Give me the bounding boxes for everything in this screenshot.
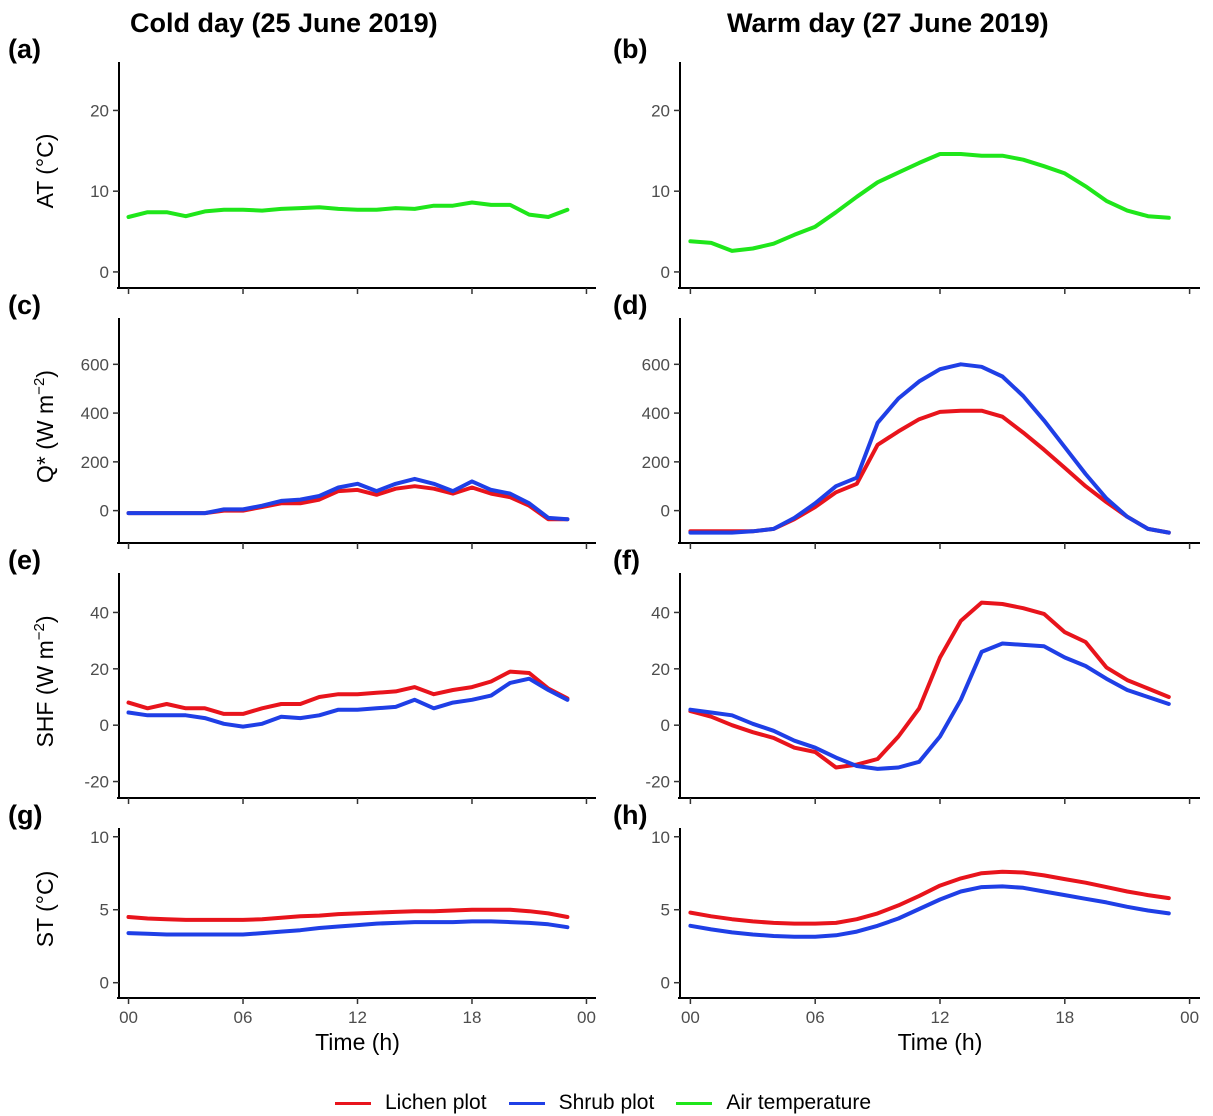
x-tick-label-g-1: 06 xyxy=(234,1008,253,1027)
y-tick-label-b-1: 10 xyxy=(651,182,670,201)
y-tick-label-e-2: 20 xyxy=(90,660,109,679)
legend-item-air: Air temperature xyxy=(676,1091,871,1115)
y-axis-title-main-a: AT (°C) xyxy=(32,134,58,209)
x-tick-label-h-0: 00 xyxy=(681,1008,700,1027)
panel-label-a: (a) xyxy=(8,34,41,64)
y-axis-title-main-g: ST (°C) xyxy=(32,871,58,948)
legend: Lichen plot Shrub plot Air temperature xyxy=(335,1090,955,1116)
y-axis-title-c: Q* (W m−2) xyxy=(31,370,58,483)
y-tick-label-h-2: 10 xyxy=(651,828,670,847)
y-axis-title-main-e: SHF (W m xyxy=(32,640,58,747)
y-tick-label-e-0: -20 xyxy=(84,773,109,792)
y-axis-title-tail-e: ) xyxy=(32,615,58,623)
legend-swatch-air xyxy=(676,1101,713,1105)
x-tick-label-g-4: 00 xyxy=(577,1008,596,1027)
panel-label-c: (c) xyxy=(8,290,41,320)
panel-label-f: (f) xyxy=(613,545,640,575)
series-line-e-shrub xyxy=(126,676,570,729)
y-tick-label-f-2: 20 xyxy=(651,660,670,679)
legend-item-shrub: Shrub plot xyxy=(508,1091,655,1115)
panel-c: (c) 0 200 400 600 Q* (W m−2) xyxy=(8,290,596,549)
series-line-b-air xyxy=(688,152,1171,253)
series-line-a-air xyxy=(126,200,570,219)
y-tick-label-f-0: -20 xyxy=(645,773,670,792)
series-line-g-lichen xyxy=(126,907,570,922)
x-axis-title-h: Time (h) xyxy=(898,1029,983,1055)
y-tick-label-c-2: 400 xyxy=(81,404,109,423)
panel-a: (a) 0 10 20 AT (°C) xyxy=(8,34,596,294)
y-tick-label-b-0: 0 xyxy=(661,263,670,282)
panel-g: (g) 0 5 10 00 06 12 18 00 Time (h) ST (°C) xyxy=(8,800,596,1055)
y-tick-label-d-0: 0 xyxy=(661,502,670,521)
panel-e: (e) -20 0 20 40 SHF (W m−2) xyxy=(8,545,596,804)
legend-item-lichen: Lichen plot xyxy=(335,1091,487,1115)
y-axis-title-sup-e: −2 xyxy=(31,623,48,640)
x-tick-label-g-0: 00 xyxy=(119,1008,138,1027)
y-tick-label-f-1: 0 xyxy=(661,716,670,735)
y-tick-label-e-3: 40 xyxy=(90,603,109,622)
panel-h: (h) 0 5 10 00 06 12 18 00 Time (h) xyxy=(613,800,1200,1055)
column-title-cold: Cold day (25 June 2019) xyxy=(130,8,438,38)
series-line-e-lichen xyxy=(126,669,570,716)
y-tick-label-g-1: 5 xyxy=(100,901,109,920)
y-tick-label-g-0: 0 xyxy=(100,974,109,993)
y-axis-title-main-c: Q* (W m xyxy=(32,395,58,483)
y-tick-label-d-3: 600 xyxy=(642,355,670,374)
x-tick-label-g-2: 12 xyxy=(348,1008,367,1027)
panel-label-e: (e) xyxy=(8,545,41,575)
y-axis-title-a: AT (°C) xyxy=(32,134,58,209)
legend-swatch-shrub xyxy=(508,1101,545,1105)
x-tick-label-h-4: 00 xyxy=(1180,1008,1199,1027)
x-tick-label-h-1: 06 xyxy=(806,1008,825,1027)
panel-d: (d) 0 200 400 600 xyxy=(613,290,1200,549)
legend-swatch-lichen xyxy=(335,1101,371,1105)
series-line-h-lichen xyxy=(688,869,1171,926)
series-line-d-shrub xyxy=(688,362,1171,535)
x-axis-title-g: Time (h) xyxy=(315,1029,400,1055)
legend-label-shrub: Shrub plot xyxy=(558,1091,655,1114)
y-tick-label-f-3: 40 xyxy=(651,603,670,622)
y-tick-label-d-1: 200 xyxy=(642,453,670,472)
y-tick-label-c-3: 600 xyxy=(81,355,109,374)
y-tick-label-a-2: 20 xyxy=(90,101,109,120)
y-tick-label-c-1: 200 xyxy=(81,453,109,472)
y-axis-title-e: SHF (W m−2) xyxy=(31,615,58,747)
series-line-f-shrub xyxy=(688,641,1171,771)
y-axis-title-sup-c: −2 xyxy=(31,378,48,395)
x-tick-label-h-3: 18 xyxy=(1055,1008,1074,1027)
panel-f: (f) -20 0 20 40 xyxy=(613,545,1200,804)
y-tick-label-h-0: 0 xyxy=(661,974,670,993)
y-axis-title-tail-c: ) xyxy=(32,370,58,378)
panel-label-h: (h) xyxy=(613,800,647,830)
y-tick-label-g-2: 10 xyxy=(90,828,109,847)
panel-b: (b) 0 10 20 xyxy=(613,34,1200,294)
y-axis-title-g: ST (°C) xyxy=(32,871,58,948)
y-tick-label-d-2: 400 xyxy=(642,404,670,423)
legend-label-lichen: Lichen plot xyxy=(385,1091,487,1114)
x-tick-label-g-3: 18 xyxy=(463,1008,482,1027)
y-tick-label-b-2: 20 xyxy=(651,101,670,120)
panel-label-g: (g) xyxy=(8,800,42,830)
x-tick-label-h-2: 12 xyxy=(931,1008,950,1027)
column-title-warm: Warm day (27 June 2019) xyxy=(727,8,1049,38)
series-line-g-shrub xyxy=(126,919,570,937)
series-line-f-lichen xyxy=(688,600,1171,770)
panel-label-b: (b) xyxy=(613,34,647,64)
y-tick-label-e-1: 0 xyxy=(100,716,109,735)
panel-label-d: (d) xyxy=(613,290,647,320)
legend-label-air: Air temperature xyxy=(726,1091,872,1114)
series-line-c-shrub xyxy=(126,476,570,522)
y-tick-label-a-1: 10 xyxy=(90,182,109,201)
series-line-h-shrub xyxy=(688,884,1171,939)
y-tick-label-c-0: 0 xyxy=(100,502,109,521)
series-line-d-lichen xyxy=(688,408,1171,535)
y-tick-label-h-1: 5 xyxy=(661,901,670,920)
y-tick-label-a-0: 0 xyxy=(100,263,109,282)
